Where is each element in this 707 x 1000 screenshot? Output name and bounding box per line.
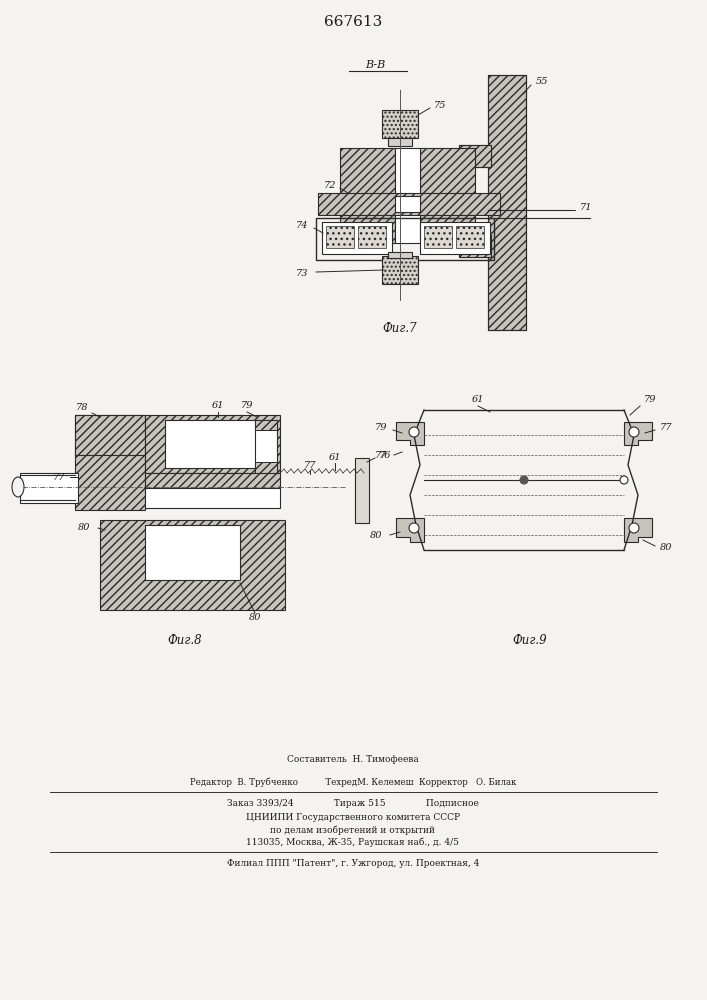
Text: 80: 80 <box>370 530 382 540</box>
Text: по делам изобретений и открытий: по делам изобретений и открытий <box>271 825 436 835</box>
Text: 78: 78 <box>76 403 88 412</box>
Bar <box>145 415 280 473</box>
Bar <box>20 473 78 503</box>
Text: 76: 76 <box>379 450 391 460</box>
Bar <box>395 196 420 212</box>
Text: 80: 80 <box>249 613 262 622</box>
Bar <box>255 420 277 475</box>
Bar <box>382 256 418 284</box>
Text: 75: 75 <box>434 101 446 109</box>
Circle shape <box>520 476 528 484</box>
Bar <box>488 75 526 330</box>
Bar <box>318 193 500 215</box>
Bar <box>395 148 420 243</box>
Bar <box>75 415 145 510</box>
Text: Заказ 3393/24              Тираж 515              Подписное: Заказ 3393/24 Тираж 515 Подписное <box>227 800 479 808</box>
Text: 55: 55 <box>536 78 548 87</box>
Circle shape <box>409 427 419 437</box>
Polygon shape <box>396 422 424 445</box>
Bar <box>459 235 491 257</box>
Bar <box>322 222 392 254</box>
Text: 667613: 667613 <box>324 15 382 29</box>
Text: 80: 80 <box>660 544 672 552</box>
Bar <box>316 218 494 260</box>
Text: Фиг.8: Фиг.8 <box>168 634 202 647</box>
Bar <box>459 145 491 167</box>
Bar <box>358 226 386 248</box>
Text: 79: 79 <box>644 395 657 404</box>
Bar <box>424 226 452 248</box>
Bar <box>326 226 354 248</box>
Bar <box>355 458 369 523</box>
Bar <box>75 415 145 455</box>
Polygon shape <box>624 422 652 445</box>
Ellipse shape <box>12 477 24 497</box>
Text: 61: 61 <box>329 452 341 462</box>
Bar <box>145 488 280 508</box>
Text: 61: 61 <box>472 395 484 404</box>
Bar <box>388 252 412 258</box>
Text: B-B: B-B <box>365 60 385 70</box>
Text: 73: 73 <box>296 268 308 277</box>
Bar <box>340 148 395 243</box>
Text: Составитель  Н. Тимофеева: Составитель Н. Тимофеева <box>287 756 419 764</box>
Bar <box>145 525 240 580</box>
Text: 77: 77 <box>375 450 387 460</box>
Polygon shape <box>396 518 424 542</box>
Bar <box>165 420 260 468</box>
Text: 77: 77 <box>52 473 65 482</box>
Bar <box>459 235 491 257</box>
Polygon shape <box>624 518 652 542</box>
Circle shape <box>620 476 628 484</box>
Bar <box>488 75 526 330</box>
Bar <box>420 222 490 254</box>
Text: Фиг.7: Фиг.7 <box>382 322 417 334</box>
Text: Филиал ППП "Патент", г. Ужгород, ул. Проектная, 4: Филиал ППП "Патент", г. Ужгород, ул. Про… <box>227 859 479 868</box>
Circle shape <box>409 523 419 533</box>
Text: 79: 79 <box>241 401 253 410</box>
Text: 80: 80 <box>78 524 90 532</box>
Bar <box>456 226 484 248</box>
Bar <box>382 110 418 138</box>
Bar <box>459 145 491 167</box>
Text: 72: 72 <box>324 180 337 190</box>
Bar <box>420 148 475 243</box>
Circle shape <box>629 427 639 437</box>
Text: 77: 77 <box>304 460 316 470</box>
Text: 113035, Москва, Ж-35, Раушская наб., д. 4/5: 113035, Москва, Ж-35, Раушская наб., д. … <box>247 837 460 847</box>
Text: Редактор  В. Трубченко          ТехредМ. Келемеш  Корректор   О. Билак: Редактор В. Трубченко ТехредМ. Келемеш К… <box>189 777 516 787</box>
Bar <box>255 420 277 430</box>
Circle shape <box>629 523 639 533</box>
Text: ЦНИИПИ Государственного комитета СССР: ЦНИИПИ Государственного комитета СССР <box>246 814 460 822</box>
Bar <box>100 520 285 610</box>
Text: 77: 77 <box>660 424 672 432</box>
Bar <box>145 473 280 488</box>
Text: 71: 71 <box>580 204 592 213</box>
Text: 74: 74 <box>296 221 308 230</box>
Text: 79: 79 <box>375 424 387 432</box>
Bar <box>388 138 412 146</box>
Bar <box>255 462 277 475</box>
Text: Фиг.9: Фиг.9 <box>513 634 547 647</box>
Text: 61: 61 <box>212 401 224 410</box>
